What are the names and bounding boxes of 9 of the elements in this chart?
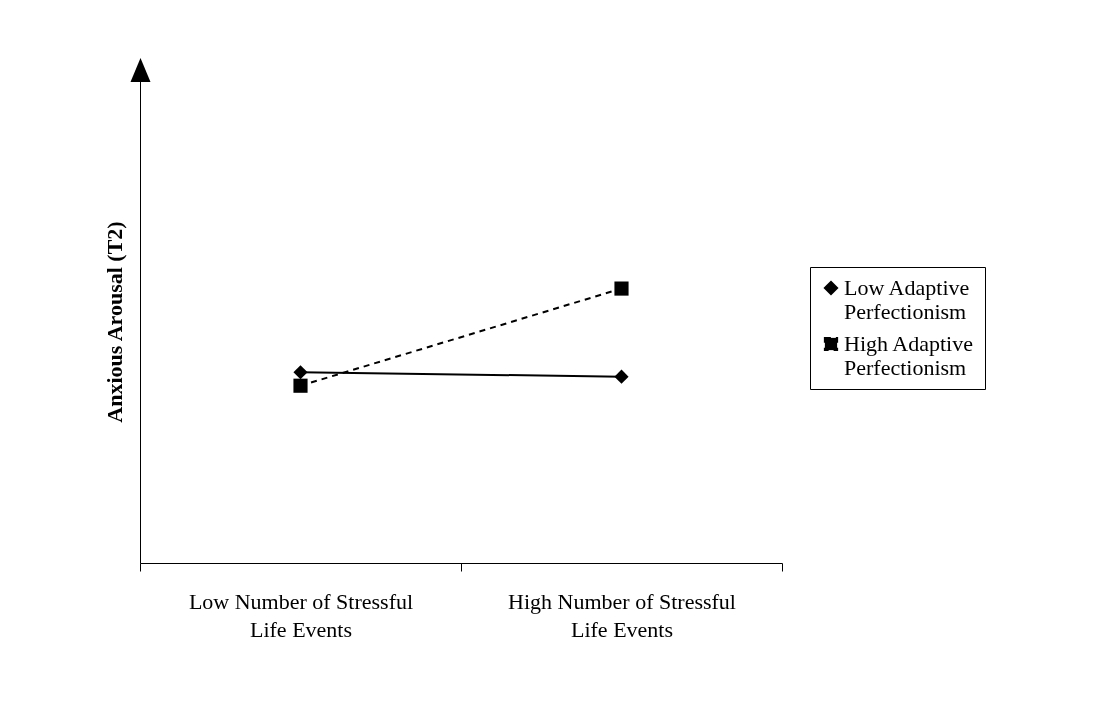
point [614,369,629,384]
x-tick-label: High Number of Stressful Life Events [508,588,736,642]
legend-label: High Adaptive Perfectionism [844,331,973,380]
y-axis-title: Anxious Arousal (T2) [101,221,127,423]
legend-label: Low Adaptive Perfectionism [844,275,970,324]
point [293,365,308,380]
point [614,281,629,296]
x-tick-label: Low Number of Stressful Life Events [188,588,414,642]
point [293,378,308,393]
